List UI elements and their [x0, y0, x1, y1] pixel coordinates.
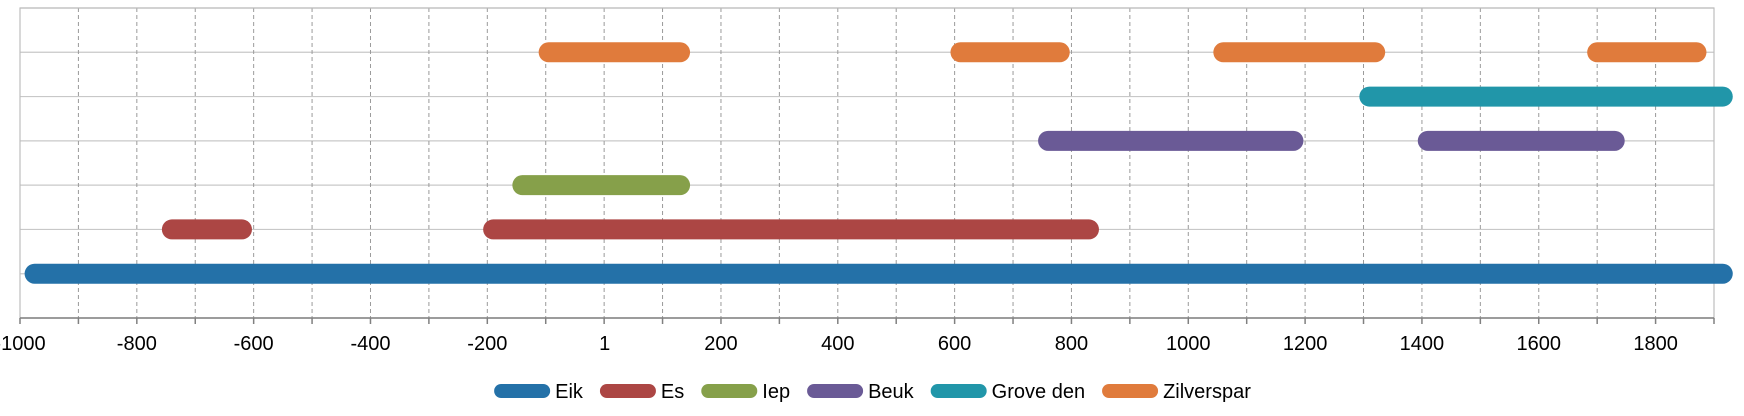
legend-label-zilverspar: Zilverspar [1163, 381, 1251, 403]
x-tick-label: 1200 [1283, 333, 1328, 355]
x-tick-label: -800 [117, 333, 157, 355]
x-tick-labels: -1000-800-600-400-2001200400600800100012… [0, 333, 1678, 355]
x-tick-label: 1000 [1166, 333, 1211, 355]
x-axis [19, 317, 1715, 324]
plot-area [24, 42, 1733, 284]
x-tick-label: -600 [234, 333, 274, 355]
grid [19, 7, 1715, 319]
x-tick-label: -400 [350, 333, 390, 355]
x-tick-label: 400 [821, 333, 854, 355]
x-tick-label: 600 [938, 333, 971, 355]
legend-label-eik: Eik [555, 381, 584, 403]
legend-label-beuk: Beuk [868, 381, 915, 403]
x-tick-label: 1400 [1400, 333, 1445, 355]
x-tick-label: 1600 [1517, 333, 1562, 355]
x-tick-label: -200 [467, 333, 507, 355]
legend-label-grove-den: Grove den [992, 381, 1085, 403]
legend-label-es: Es [661, 381, 684, 403]
x-tick-label: 200 [704, 333, 737, 355]
x-tick-label: 1800 [1633, 333, 1678, 355]
x-tick-label: 1 [599, 333, 610, 355]
legend-label-iep: Iep [762, 381, 790, 403]
legend: Eik Es Iep Beuk Grove den Zilverspar [494, 381, 1251, 403]
x-tick-label: -1000 [0, 333, 46, 355]
x-tick-label: 800 [1055, 333, 1088, 355]
